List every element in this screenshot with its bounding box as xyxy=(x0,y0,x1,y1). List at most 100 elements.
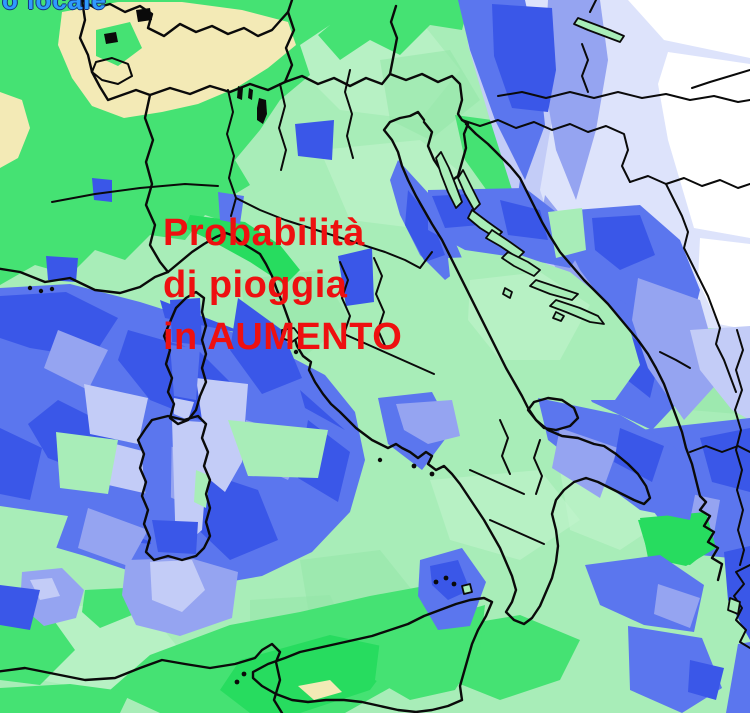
sicily-outline xyxy=(251,596,494,713)
adriatic-blue-cluster-shape xyxy=(92,178,112,202)
northeast-blue-cluster-shape xyxy=(698,238,750,330)
south-tyrrhenian-blues-shape xyxy=(430,560,470,600)
small-islands-shape xyxy=(27,285,33,291)
croatian-islands-shape xyxy=(549,299,605,325)
italy-region-borders-shape xyxy=(499,419,511,475)
alpine-lakes-shape xyxy=(136,8,152,22)
island-fills-shape xyxy=(174,398,194,420)
adriatic-blue-cluster-shape xyxy=(338,248,374,306)
croatian-islands-shape xyxy=(502,287,513,299)
italy-austria-border xyxy=(283,4,464,122)
italy-region-borders-shape xyxy=(344,69,354,159)
south-tyrrhenian-blues-shape xyxy=(150,560,205,612)
western-blue-cluster-shape xyxy=(196,378,248,492)
small-islands-shape xyxy=(429,471,435,477)
balkan-borders-shape xyxy=(659,351,691,369)
croatia-coastline xyxy=(464,122,724,582)
corsica-outline xyxy=(162,290,208,426)
balkan-borders-shape xyxy=(461,119,631,183)
croatian-islands-shape xyxy=(435,151,463,209)
france-italy-border-shape xyxy=(0,267,170,295)
western-blue-cluster-shape xyxy=(44,330,108,390)
small-islands xyxy=(27,285,473,685)
croatian-islands xyxy=(435,151,605,325)
alpine-lakes-shape xyxy=(104,32,118,44)
alpine-lakes-shape xyxy=(257,98,267,124)
green-regions-shape xyxy=(185,215,300,285)
northeast-blue-cluster-shape xyxy=(544,0,608,200)
balkan-borders-shape xyxy=(665,183,737,393)
island-fills-shape xyxy=(152,520,198,554)
western-blue-cluster-shape xyxy=(78,508,148,566)
island-fills xyxy=(142,298,210,556)
italy-coastline-shape xyxy=(166,110,652,626)
italy-region-borders xyxy=(226,69,545,545)
adriatic-blue-cluster-shape xyxy=(218,192,244,224)
balkan-borders-shape xyxy=(497,91,750,103)
small-islands-shape xyxy=(411,463,417,469)
france-italy-border xyxy=(0,93,219,295)
croatian-islands-shape xyxy=(552,311,565,322)
italy-region-borders-shape xyxy=(489,519,545,545)
northeast-blue-cluster-shape xyxy=(492,4,556,112)
western-blue-cluster-shape xyxy=(0,292,118,358)
northeast-blue-cluster-shape xyxy=(295,120,334,160)
balkan-borders xyxy=(461,0,750,566)
small-islands-shape xyxy=(377,457,383,463)
adriatic-blue-cluster-shape xyxy=(548,208,586,258)
balkan-borders-shape xyxy=(589,0,597,13)
green-regions-shape xyxy=(82,588,132,628)
balkan-borders-shape xyxy=(581,43,589,93)
italy-coastline-shape xyxy=(526,396,580,432)
small-islands-shape xyxy=(433,579,439,585)
croatia-coastline-shape xyxy=(464,122,724,582)
balkan-blue-cluster-shape xyxy=(632,278,722,420)
balkan-borders-shape xyxy=(629,175,750,189)
sardinia-outline xyxy=(136,414,212,562)
greece-coast-fragments xyxy=(727,564,750,649)
small-islands-shape xyxy=(443,575,449,581)
balkan-borders-shape xyxy=(691,69,750,89)
western-blue-cluster-shape xyxy=(84,384,148,444)
southeast-blue-cluster-shape xyxy=(688,660,724,700)
annotation-line-1: Probabilità xyxy=(163,212,365,254)
sicily-outline-shape xyxy=(251,596,494,713)
balkan-blue-cluster-shape xyxy=(640,512,716,566)
western-blue-cluster-shape xyxy=(0,506,68,554)
cream-regions-shape xyxy=(298,680,342,700)
island-fills-shape xyxy=(170,345,200,400)
green-texture-washes-shape xyxy=(430,470,580,560)
italy-region-borders-shape xyxy=(533,439,543,495)
island-fills-shape xyxy=(170,298,202,345)
small-islands-shape xyxy=(461,583,473,595)
western-blue-cluster-shape xyxy=(56,432,118,494)
italy-region-borders-shape xyxy=(373,257,387,349)
top-caption-fragment: o locale xyxy=(2,0,107,15)
adriatic-blue-cluster-shape xyxy=(592,215,655,270)
western-blue-cluster-shape xyxy=(228,420,328,478)
annotation-line-2: di pioggia xyxy=(163,264,348,306)
switzerland-border xyxy=(78,0,296,102)
small-islands-shape xyxy=(241,671,247,677)
tunisia-coastline-shape xyxy=(0,642,284,713)
western-blue-cluster-shape xyxy=(300,390,345,430)
alpine-lakes-shape xyxy=(248,88,253,100)
balkan-borders-shape xyxy=(573,17,625,43)
small-islands-shape xyxy=(281,327,301,343)
italy-region-borders-shape xyxy=(339,261,351,335)
southeast-blue-cluster-shape xyxy=(726,642,750,713)
balkan-blue-cluster-shape xyxy=(690,326,750,420)
green-regions-shape xyxy=(220,635,400,713)
italy-coastline xyxy=(166,110,652,626)
switzerland-border-shape xyxy=(91,57,133,85)
island-fills-shape xyxy=(194,470,210,508)
greece-coast-fragments-shape xyxy=(733,564,750,649)
corsica-outline-shape xyxy=(162,290,208,426)
adriatic-blue-cluster-shape xyxy=(46,256,78,282)
small-islands-shape xyxy=(451,581,457,587)
switzerland-border-shape xyxy=(90,70,152,102)
italy-region-borders-shape xyxy=(343,333,435,375)
green-regions-shape xyxy=(0,684,130,713)
